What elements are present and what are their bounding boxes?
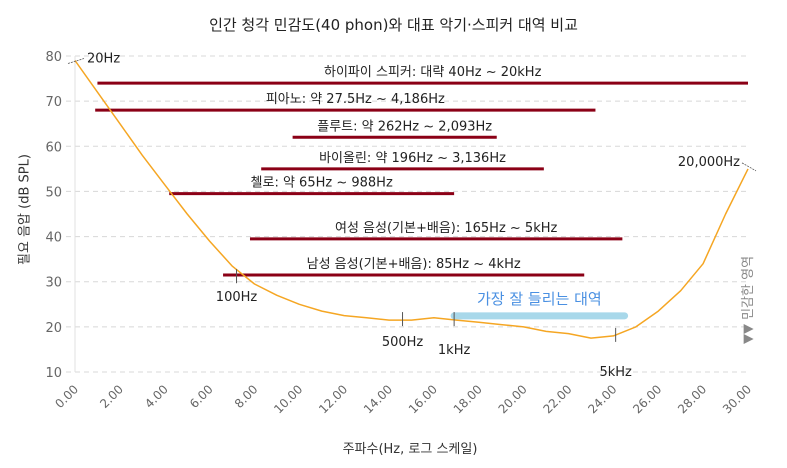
sensitive-region-note: ▼▼ 민감한 영역 [741, 256, 756, 344]
x-axis-label: 주파수(Hz, 로그 스케일) [342, 442, 478, 457]
x-tick-label: 14.00 [361, 382, 395, 416]
range-label: 여성 음성(기본+배음): 165Hz ~ 5kHz [335, 221, 558, 236]
freq-annotation: 500Hz [382, 335, 424, 350]
x-tick-label: 30.00 [720, 382, 754, 416]
range-label: 플루트: 약 262Hz ~ 2,093Hz [317, 119, 492, 134]
y-tick-label: 10 [45, 366, 62, 381]
y-tick-label: 50 [45, 185, 62, 200]
range-label: 하이파이 스피커: 대략 40Hz ~ 20kHz [324, 65, 542, 80]
x-tick-label: 18.00 [451, 382, 485, 416]
x-tick-label: 12.00 [316, 382, 350, 416]
x-tick-label: 22.00 [540, 382, 574, 416]
y-tick-label: 20 [45, 321, 62, 336]
freq-annotation: 20Hz [87, 52, 120, 67]
freq-annotation: 1kHz [438, 343, 471, 358]
range-label: 피아노: 약 27.5Hz ~ 4,186Hz [266, 92, 445, 107]
range-label: 첼로: 약 65Hz ~ 988Hz [251, 176, 393, 191]
annotation-leader [67, 58, 85, 64]
y-tick-label: 30 [45, 276, 62, 291]
loudness-curve [74, 60, 749, 339]
y-tick-label: 40 [45, 231, 62, 246]
freq-annotation: 5kHz [599, 365, 632, 380]
y-tick-label: 80 [45, 50, 62, 65]
x-tick-label: 16.00 [406, 382, 440, 416]
annotation-leader [741, 162, 757, 172]
range-label: 바이올린: 약 196Hz ~ 3,136Hz [319, 151, 506, 166]
freq-annotation: 20,000Hz [678, 155, 740, 170]
x-tick-label: 24.00 [585, 382, 619, 416]
x-tick-label: 20.00 [496, 382, 530, 416]
freq-annotation: 100Hz [216, 290, 258, 305]
x-tick-label: 26.00 [630, 382, 664, 416]
y-tick-label: 70 [45, 95, 62, 110]
best-hearing-label: 가장 잘 들리는 대역 [477, 290, 602, 308]
x-tick-label: 6.00 [187, 382, 216, 411]
chart-title: 인간 청각 민감도(40 phon)와 대표 악기·스피커 대역 비교 [209, 16, 578, 34]
x-tick-label: 4.00 [142, 382, 171, 411]
y-tick-label: 60 [45, 140, 62, 155]
x-tick-label: 28.00 [675, 382, 709, 416]
x-tick-label: 10.00 [271, 382, 305, 416]
range-label: 남성 음성(기본+배음): 85Hz ~ 4kHz [307, 257, 521, 272]
x-tick-label: 8.00 [232, 382, 261, 411]
x-tick-label: 2.00 [97, 382, 126, 411]
x-tick-label: 0.00 [52, 382, 81, 411]
